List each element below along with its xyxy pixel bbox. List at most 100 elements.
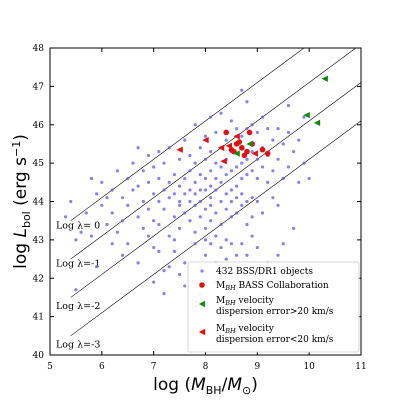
data-point bbox=[240, 134, 244, 138]
data-point bbox=[95, 192, 99, 196]
data-point bbox=[209, 150, 213, 154]
data-point bbox=[110, 242, 114, 246]
data-point bbox=[235, 165, 239, 169]
data-point bbox=[286, 130, 291, 135]
data-point bbox=[209, 184, 213, 188]
data-point bbox=[229, 215, 234, 219]
data-point bbox=[224, 173, 228, 177]
data-point bbox=[157, 150, 161, 154]
data-point bbox=[198, 215, 202, 219]
data-point bbox=[220, 158, 227, 165]
data-point bbox=[203, 226, 208, 230]
data-point bbox=[183, 176, 187, 181]
legend-label: 432 BSS/DR1 objects bbox=[216, 267, 313, 277]
data-point bbox=[235, 126, 239, 131]
data-point bbox=[245, 173, 249, 177]
data-point bbox=[209, 242, 213, 246]
data-point bbox=[219, 245, 223, 250]
data-point bbox=[203, 134, 208, 138]
data-point bbox=[177, 184, 182, 188]
data-point bbox=[193, 161, 197, 165]
data-point bbox=[63, 215, 68, 219]
data-point bbox=[250, 150, 254, 154]
data-point bbox=[297, 180, 301, 184]
data-point bbox=[276, 253, 280, 257]
data-point bbox=[162, 188, 166, 192]
data-point bbox=[131, 161, 135, 165]
data-point bbox=[271, 169, 275, 173]
data-point bbox=[105, 196, 109, 200]
data-point bbox=[193, 230, 197, 234]
y-tick-label: 44 bbox=[33, 198, 45, 208]
data-point bbox=[162, 268, 166, 273]
data-point bbox=[193, 242, 197, 246]
data-point bbox=[271, 196, 275, 200]
data-point bbox=[100, 180, 104, 184]
data-point bbox=[219, 180, 223, 184]
data-point bbox=[292, 150, 296, 154]
data-point bbox=[302, 115, 306, 119]
legend-marker bbox=[200, 269, 204, 273]
data-point bbox=[219, 165, 223, 169]
data-point bbox=[136, 184, 140, 188]
legend-marker bbox=[198, 300, 206, 308]
data-point bbox=[303, 111, 310, 119]
x-tick-label: 5 bbox=[47, 362, 53, 372]
data-point bbox=[162, 207, 166, 211]
data-point bbox=[219, 199, 223, 204]
data-point bbox=[176, 146, 183, 153]
series-2 bbox=[233, 75, 328, 157]
data-point bbox=[236, 139, 242, 145]
data-point bbox=[223, 129, 230, 136]
y-tick-label: 41 bbox=[33, 313, 44, 323]
data-point bbox=[307, 176, 311, 181]
data-point bbox=[224, 257, 228, 261]
data-point bbox=[152, 219, 156, 223]
data-point bbox=[209, 169, 213, 173]
data-point bbox=[235, 184, 239, 188]
data-point bbox=[240, 192, 244, 196]
data-point bbox=[188, 199, 192, 204]
y-tick-label: 48 bbox=[33, 44, 45, 54]
data-point bbox=[198, 146, 202, 150]
series-1 bbox=[223, 129, 271, 159]
data-point bbox=[141, 199, 145, 204]
data-point bbox=[229, 242, 234, 246]
data-point bbox=[246, 140, 253, 148]
data-point bbox=[136, 215, 140, 219]
data-point bbox=[229, 169, 234, 173]
eddington-line bbox=[70, 48, 357, 260]
data-point bbox=[193, 180, 197, 184]
data-point bbox=[255, 157, 259, 161]
data-point bbox=[209, 196, 213, 200]
data-point bbox=[238, 144, 245, 151]
legend-box bbox=[187, 261, 360, 353]
data-point bbox=[235, 253, 239, 257]
data-point bbox=[167, 196, 171, 200]
eddington-line bbox=[70, 48, 305, 221]
data-point bbox=[217, 144, 225, 151]
data-point bbox=[209, 203, 213, 207]
data-point bbox=[281, 242, 285, 246]
x-tick-label: 7 bbox=[151, 362, 157, 372]
data-point bbox=[146, 207, 151, 211]
data-point bbox=[188, 188, 192, 192]
x-tick-label: 6 bbox=[99, 362, 105, 372]
data-point bbox=[214, 176, 218, 181]
data-point bbox=[95, 265, 99, 269]
data-point bbox=[167, 234, 171, 238]
y-tick-label: 40 bbox=[33, 351, 45, 361]
data-point bbox=[172, 173, 176, 177]
data-point bbox=[246, 129, 253, 136]
data-point bbox=[110, 188, 114, 192]
data-point bbox=[157, 176, 161, 181]
data-point bbox=[100, 203, 104, 207]
data-point bbox=[167, 265, 171, 269]
data-point bbox=[74, 288, 78, 292]
data-point bbox=[141, 169, 145, 173]
data-point bbox=[136, 261, 140, 265]
y-tick-label: 43 bbox=[33, 236, 45, 246]
data-point bbox=[240, 161, 244, 165]
data-point bbox=[157, 222, 161, 227]
data-point bbox=[245, 157, 249, 161]
